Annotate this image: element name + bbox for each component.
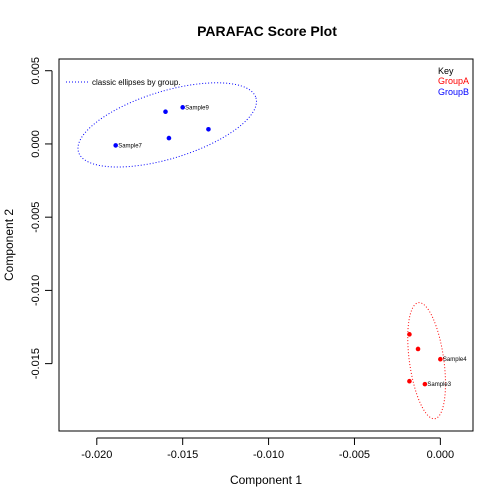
y-axis: -0.015 -0.010 -0.005 0.000 0.005 (30, 57, 53, 379)
x-axis-label: Component 1 (230, 473, 302, 487)
point-groupa (407, 332, 412, 337)
point-label: Sample4 (443, 357, 467, 363)
x-tick-label: -0.010 (253, 449, 284, 461)
point-label: Sample9 (185, 105, 209, 111)
key-entry-groupa: GroupA (438, 76, 469, 86)
point-groupa (422, 381, 428, 387)
group-key: Key GroupA GroupB (438, 66, 469, 97)
data-points: Sample4 Sample3 Sample9 Sample7 (113, 105, 467, 388)
plot-frame (58, 58, 474, 432)
x-tick-label: -0.005 (339, 449, 370, 461)
point-groupb (166, 135, 172, 141)
point-groupb (113, 143, 118, 148)
x-tick-label: -0.015 (167, 449, 198, 461)
point-groupb (206, 126, 211, 132)
point-groupa (407, 378, 412, 384)
point-groupa (438, 356, 443, 362)
key-entry-groupb: GroupB (438, 87, 469, 97)
x-tick-label: -0.020 (81, 449, 112, 461)
ellipse-groupb (77, 82, 257, 168)
y-tick-label: -0.005 (30, 202, 42, 233)
legend-text: classic ellipses by group. (92, 78, 180, 87)
point-groupa (415, 346, 421, 352)
group-ellipses (77, 82, 446, 420)
point-groupb (163, 109, 168, 115)
chart-title: PARAFAC Score Plot (197, 23, 337, 39)
point-label: Sample7 (118, 143, 142, 149)
ellipse-groupa (407, 302, 446, 420)
y-tick-label: 0.005 (30, 57, 42, 85)
key-title: Key (438, 66, 454, 76)
point-label: Sample3 (427, 382, 451, 388)
y-tick-label: 0.000 (30, 130, 42, 158)
x-tick-label: 0.000 (427, 449, 455, 461)
ellipse-legend: classic ellipses by group. (66, 78, 180, 87)
y-tick-label: -0.015 (30, 348, 42, 379)
x-axis: -0.020 -0.015 -0.010 -0.005 0.000 (81, 437, 455, 461)
y-axis-label: Component 2 (2, 209, 16, 281)
point-groupb (180, 105, 185, 110)
y-tick-label: -0.010 (30, 275, 42, 306)
